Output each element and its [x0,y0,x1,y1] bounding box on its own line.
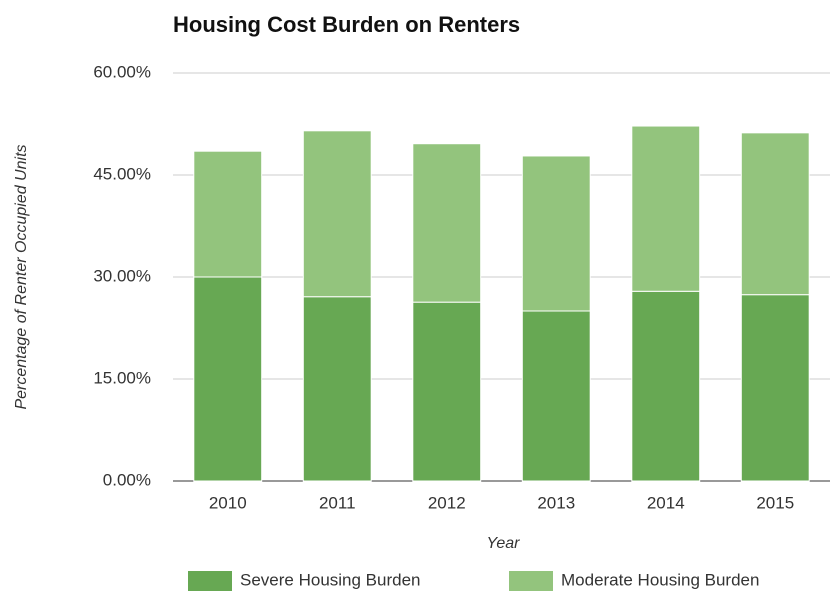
x-axis-label: Year [487,535,521,552]
legend-label: Moderate Housing Burden [561,570,759,589]
legend-swatch [509,571,553,591]
legend-swatch [188,571,232,591]
bar [521,155,591,312]
bar [412,143,482,303]
y-tick-label: 45.00% [93,164,151,183]
bar [631,125,701,292]
bar [412,301,482,482]
bar [302,296,372,482]
bar [740,294,810,482]
x-tick-label: 2011 [319,493,356,512]
y-axis-label: Percentage of Renter Occupied Units [13,144,30,409]
y-tick-label: 0.00% [103,470,151,489]
x-tick-label: 2015 [756,493,794,512]
bar [631,290,701,482]
bar [193,276,263,482]
bar [193,150,263,278]
bar [740,132,810,296]
x-tick-label: 2012 [428,493,466,512]
x-tick-label: 2010 [209,493,247,512]
x-tick-label: 2014 [647,493,685,512]
chart-title: Housing Cost Burden on Renters [173,12,520,37]
bar [521,310,591,482]
legend-label: Severe Housing Burden [240,570,421,589]
x-tick-label: 2013 [537,493,575,512]
y-tick-label: 15.00% [93,368,151,387]
y-tick-label: 30.00% [93,266,151,285]
y-tick-label: 60.00% [93,62,151,81]
bar [302,130,372,298]
